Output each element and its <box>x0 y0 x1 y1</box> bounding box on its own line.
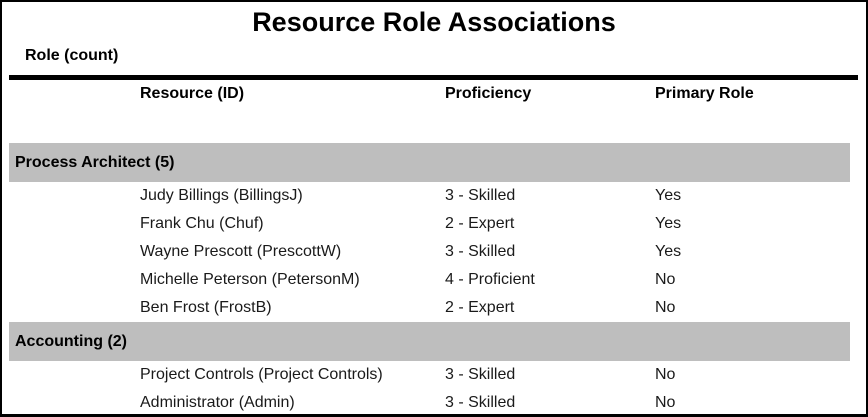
table-row: Ben Frost (FrostB) 2 - Expert No <box>2 294 866 322</box>
column-header-primary-role: Primary Role <box>655 85 754 102</box>
proficiency-cell: 3 - Skilled <box>445 394 516 411</box>
primary-role-cell: Yes <box>655 215 682 232</box>
resource-cell: Judy Billings (BillingsJ) <box>140 187 303 204</box>
primary-role-cell: Yes <box>655 243 682 260</box>
group-header-label: Accounting (2) <box>15 332 127 350</box>
primary-role-cell: No <box>655 394 676 411</box>
proficiency-cell: 4 - Proficient <box>445 271 535 288</box>
primary-role-cell: No <box>655 271 676 288</box>
proficiency-cell: 3 - Skilled <box>445 366 516 383</box>
primary-role-cell: No <box>655 299 676 316</box>
column-header-proficiency: Proficiency <box>445 85 532 102</box>
proficiency-cell: 3 - Skilled <box>445 243 516 260</box>
role-count-label: Role (count) <box>25 47 119 64</box>
resource-cell: Administrator (Admin) <box>140 394 295 411</box>
table-row: Frank Chu (Chuf) 2 - Expert Yes <box>2 210 866 238</box>
resource-cell: Project Controls (Project Controls) <box>140 366 383 383</box>
resource-cell: Wayne Prescott (PrescottW) <box>140 243 342 260</box>
primary-role-cell: No <box>655 366 676 383</box>
table-row: Administrator (Admin) 3 - Skilled No <box>2 389 866 414</box>
header-rule <box>9 75 858 80</box>
group-header-process-architect: Process Architect (5) <box>9 143 850 182</box>
table-row: Wayne Prescott (PrescottW) 3 - Skilled Y… <box>2 238 866 266</box>
resource-cell: Michelle Peterson (PetersonM) <box>140 271 360 288</box>
table-row: Project Controls (Project Controls) 3 - … <box>2 361 866 389</box>
table-row: Judy Billings (BillingsJ) 3 - Skilled Ye… <box>2 182 866 210</box>
column-headers: Resource (ID) Proficiency Primary Role <box>2 85 866 103</box>
resource-cell: Frank Chu (Chuf) <box>140 215 264 232</box>
primary-role-cell: Yes <box>655 187 682 204</box>
proficiency-cell: 3 - Skilled <box>445 187 516 204</box>
proficiency-cell: 2 - Expert <box>445 215 515 232</box>
group-header-label: Process Architect (5) <box>15 153 175 171</box>
resource-cell: Ben Frost (FrostB) <box>140 299 272 316</box>
column-header-resource: Resource (ID) <box>140 85 245 102</box>
proficiency-cell: 2 - Expert <box>445 299 515 316</box>
report-title: Resource Role Associations <box>252 7 616 37</box>
group-header-accounting: Accounting (2) <box>9 322 850 361</box>
table-row: Michelle Peterson (PetersonM) 4 - Profic… <box>2 266 866 294</box>
